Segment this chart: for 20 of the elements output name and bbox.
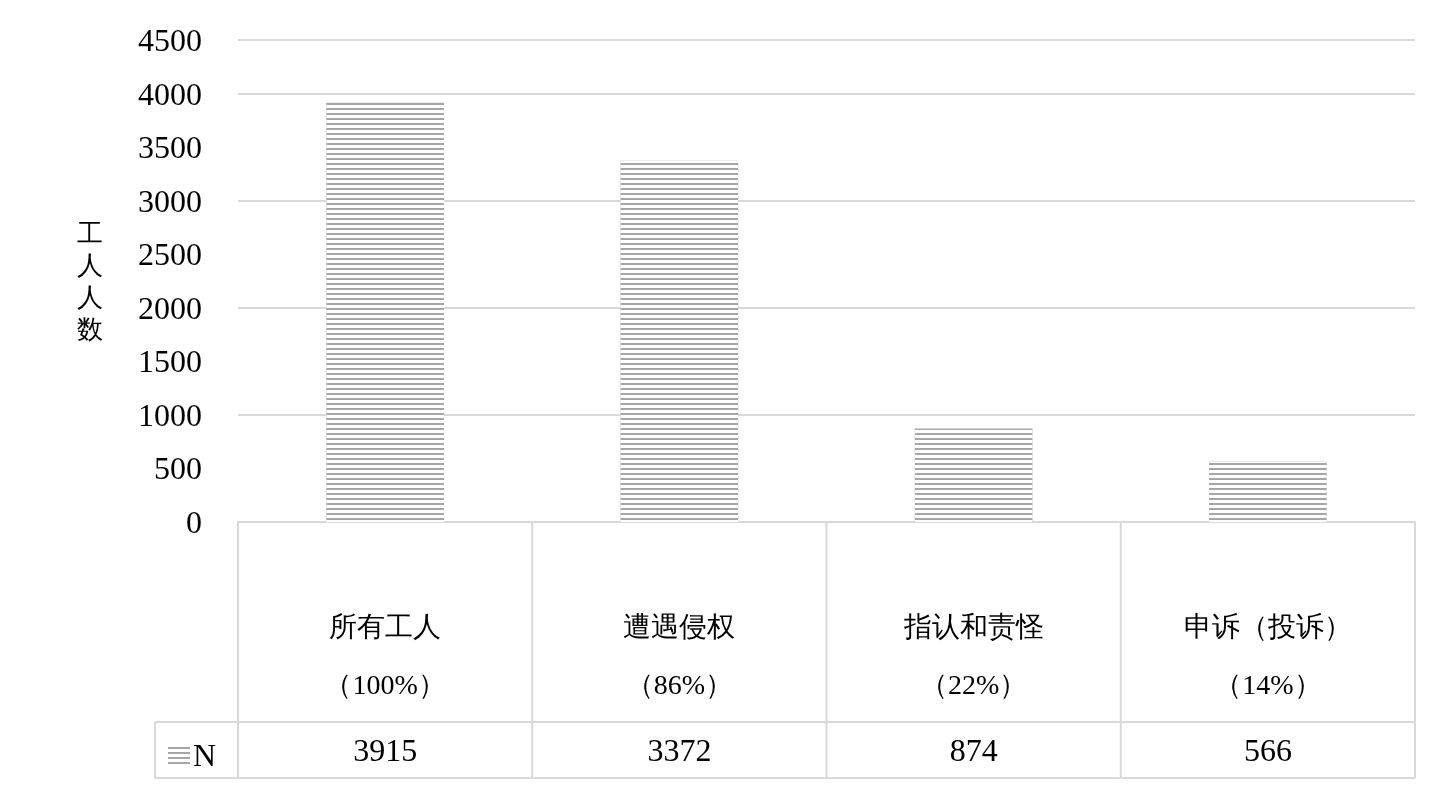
y-tick-label: 4500 (138, 22, 202, 58)
data-label: 874 (949, 732, 998, 768)
data-label: 3372 (647, 732, 712, 768)
data-label: 3915 (353, 732, 418, 768)
data-label: 566 (1243, 732, 1292, 768)
legend-label: N (193, 737, 217, 773)
y-tick-label: 0 (186, 504, 202, 540)
y-tick-label: 2500 (138, 236, 202, 273)
y-axis-title: 工人人数 (77, 218, 103, 344)
x-tick-label: 所有工人（100%） (324, 610, 446, 700)
x-tick-label: 遭遇侵权（86%） (623, 610, 736, 700)
y-tick-label: 3000 (138, 182, 202, 219)
y-tick-label: 1000 (138, 396, 202, 433)
y-tick-label: 500 (154, 450, 202, 487)
x-tick-label: 申诉（投诉）（14%） (1183, 610, 1352, 700)
y-tick-label: 4000 (138, 75, 202, 112)
x-tick-label: 指认和责怪（22%） (902, 610, 1044, 700)
y-tick-label: 2000 (138, 289, 202, 326)
y-tick-label: 3500 (138, 129, 202, 166)
y-tick-label: 1500 (138, 343, 202, 380)
